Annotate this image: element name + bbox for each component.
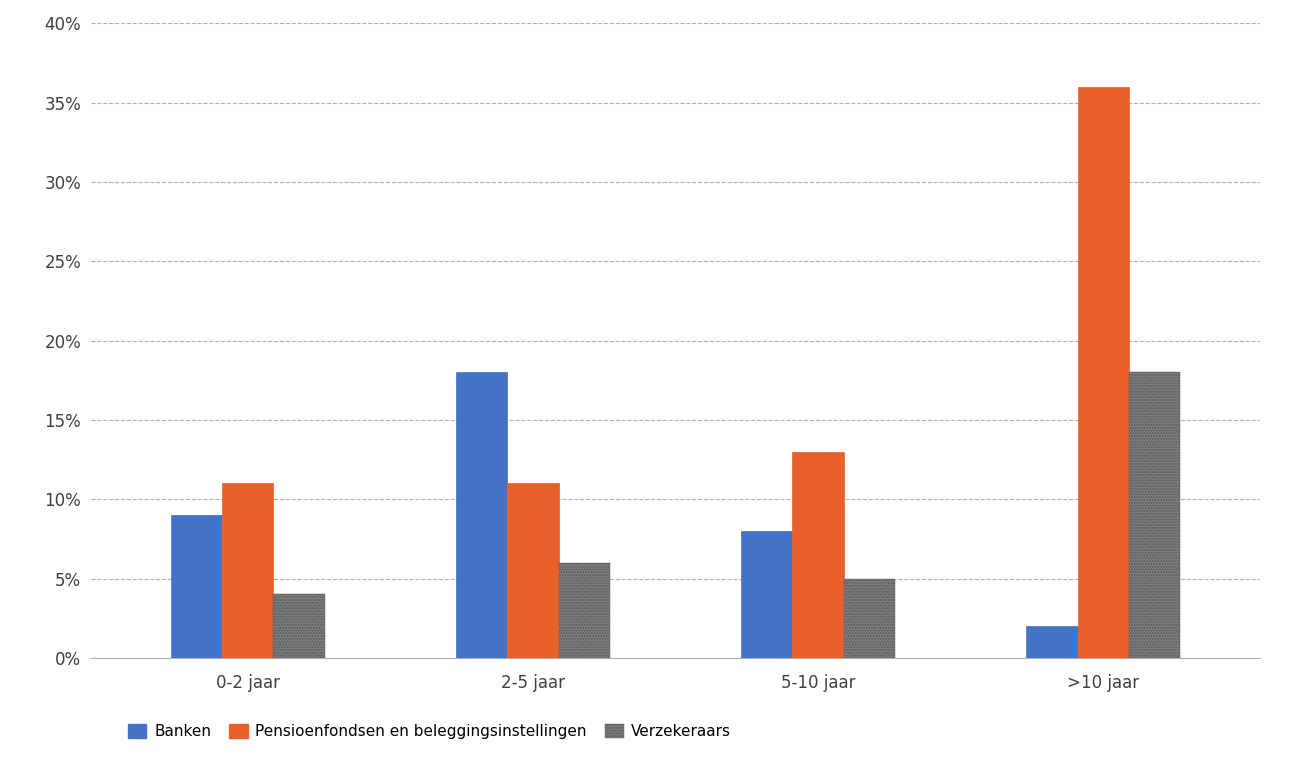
- Bar: [559, 563, 611, 658]
- Bar: [222, 483, 273, 658]
- Bar: [740, 531, 792, 658]
- Bar: [456, 372, 507, 658]
- Bar: [1078, 87, 1129, 658]
- Bar: [273, 594, 325, 658]
- Legend: Banken, Pensioenfondsen en beleggingsinstellingen, Verzekeraars: Banken, Pensioenfondsen en beleggingsins…: [122, 718, 738, 745]
- Bar: [507, 483, 559, 658]
- Bar: [844, 579, 895, 658]
- Bar: [1129, 372, 1181, 658]
- Bar: [792, 452, 844, 658]
- Bar: [170, 515, 222, 658]
- Bar: [1026, 626, 1078, 658]
